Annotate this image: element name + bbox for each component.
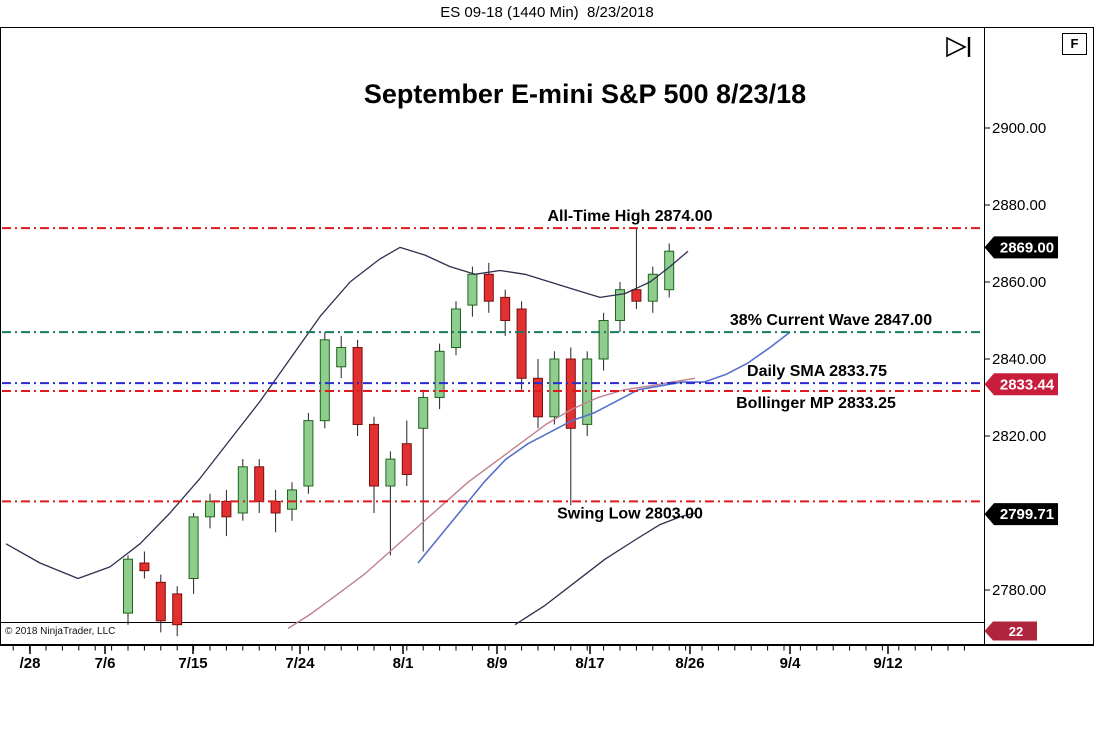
candle-up bbox=[385, 458, 396, 487]
candle-down bbox=[533, 377, 543, 418]
price-badge bbox=[984, 503, 1058, 526]
x-tick-label: 8/26 bbox=[675, 655, 704, 672]
hline-label-bollinger-mp: Bollinger MP 2833.25 bbox=[736, 395, 896, 412]
corner-badge bbox=[984, 621, 1037, 641]
candle-up bbox=[205, 500, 215, 518]
candle-down bbox=[500, 296, 511, 321]
scroll-to-end-marker-icon[interactable] bbox=[944, 35, 978, 59]
y-tick-label: 2780.00 bbox=[992, 582, 1046, 599]
candle-down bbox=[254, 466, 265, 502]
candle-down bbox=[352, 347, 363, 425]
candle-up bbox=[434, 350, 445, 398]
overlay-ma-rose bbox=[287, 377, 696, 630]
overlay-bollinger-lower bbox=[514, 512, 696, 626]
candle-up bbox=[418, 397, 429, 429]
price-badge bbox=[984, 373, 1058, 396]
overlay-bollinger-upper bbox=[5, 246, 689, 580]
y-tick-label: 2860.00 bbox=[992, 274, 1046, 291]
chart-title: September E-mini S&P 500 8/23/18 bbox=[364, 79, 806, 109]
candle-up bbox=[319, 339, 330, 422]
copyright-text: © 2018 NinjaTrader, LLC bbox=[5, 626, 116, 637]
candle-up bbox=[123, 558, 133, 614]
candle-up bbox=[237, 466, 248, 514]
chart-region: All-Time High 2874.00 38% Current Wave 28… bbox=[0, 27, 1094, 729]
hline-label-daily-sma: Daily SMA 2833.75 bbox=[747, 363, 887, 380]
candle-down bbox=[369, 423, 379, 487]
x-tick-label: 8/1 bbox=[393, 655, 414, 672]
x-tick-label: 9/4 bbox=[780, 655, 802, 672]
candle-up bbox=[549, 358, 560, 418]
hline-label-all-time-high: All-Time High 2874.00 bbox=[547, 208, 712, 225]
x-tick-label: 8/17 bbox=[575, 655, 604, 672]
hline-label-fib-38: 38% Current Wave 2847.00 bbox=[730, 312, 932, 329]
candle-down bbox=[155, 581, 166, 622]
y-tick-label: 2820.00 bbox=[992, 428, 1046, 445]
x-tick-label: /28 bbox=[20, 655, 41, 672]
x-tick-label: 7/15 bbox=[178, 655, 207, 672]
candle-down bbox=[221, 500, 232, 518]
candle-down bbox=[172, 593, 183, 626]
candle-down bbox=[401, 443, 412, 476]
corner-badge-label: 22 bbox=[1009, 624, 1023, 639]
window-title: ES 09-18 (1440 Min) 8/23/2018 bbox=[0, 0, 1094, 28]
price-badge-label: 2869.00 bbox=[1000, 239, 1054, 256]
candle-down bbox=[139, 562, 150, 572]
candle-down bbox=[516, 308, 527, 379]
f-button[interactable]: F bbox=[1062, 33, 1087, 55]
candle-up bbox=[188, 516, 199, 579]
triangle-glyph bbox=[946, 36, 967, 58]
price-badge-label: 2799.71 bbox=[1000, 506, 1054, 523]
candle-up bbox=[303, 420, 314, 487]
candles-layer bbox=[123, 228, 675, 637]
candle-up bbox=[451, 308, 461, 348]
hline-label-swing-low: Swing Low 2803.00 bbox=[557, 505, 703, 522]
x-tick-label: 7/6 bbox=[95, 655, 116, 672]
candle-up bbox=[647, 273, 658, 302]
y-tick-label: 2880.00 bbox=[992, 197, 1046, 214]
price-chart: All-Time High 2874.00 38% Current Wave 28… bbox=[0, 27, 1094, 672]
x-tick-label: 7/24 bbox=[285, 655, 315, 672]
overlay-sma-blue bbox=[417, 331, 791, 564]
y-tick-label: 2900.00 bbox=[992, 120, 1046, 137]
candle-down bbox=[270, 500, 281, 514]
price-badge-label: 2833.44 bbox=[1000, 376, 1055, 393]
candle-up bbox=[336, 347, 347, 368]
price-badge bbox=[984, 236, 1058, 259]
candle-up bbox=[598, 320, 609, 360]
y-tick-label: 2840.00 bbox=[992, 351, 1046, 368]
play-to-bar-icon bbox=[946, 36, 971, 58]
candle-up bbox=[287, 489, 297, 510]
candle-down bbox=[565, 358, 576, 429]
candle-up bbox=[467, 273, 478, 306]
candle-up bbox=[615, 289, 625, 322]
x-tick-label: 9/12 bbox=[873, 655, 902, 672]
x-tick-label: 8/9 bbox=[487, 655, 508, 672]
candle-down bbox=[483, 273, 494, 302]
candle-down bbox=[631, 289, 642, 302]
